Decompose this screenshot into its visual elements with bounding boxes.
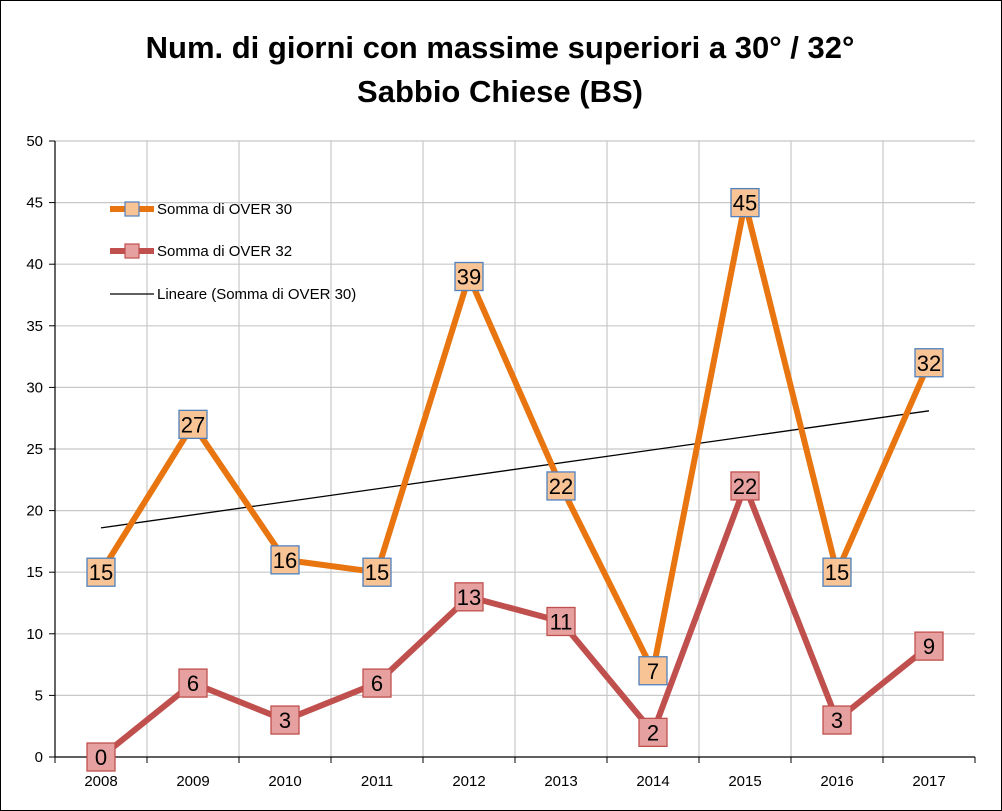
data-label: 13 <box>457 585 481 610</box>
data-point-marker <box>546 606 576 637</box>
data-point-marker <box>822 705 852 735</box>
data-point-marker <box>178 668 208 698</box>
data-point-marker <box>178 409 208 440</box>
x-tick-label: 2012 <box>452 773 485 790</box>
y-tick-label: 35 <box>26 318 43 335</box>
data-label: 15 <box>365 560 389 585</box>
data-label: 11 <box>550 609 573 634</box>
data-point-marker <box>730 471 760 501</box>
data-point-marker <box>914 348 944 378</box>
x-tick-label: 2011 <box>361 773 393 790</box>
data-label: 15 <box>825 560 849 585</box>
data-label: 45 <box>733 191 757 216</box>
data-label: 15 <box>89 560 113 585</box>
data-label: 3 <box>831 708 843 733</box>
data-point-marker <box>454 261 484 292</box>
data-point-marker <box>822 557 852 587</box>
y-tick-label: 30 <box>26 379 43 396</box>
y-tick-label: 40 <box>26 256 43 273</box>
x-tick-label: 2009 <box>176 773 209 790</box>
y-tick-label: 0 <box>35 749 43 766</box>
data-point-marker <box>730 187 760 218</box>
legend-label: Somma di OVER 30 <box>157 201 292 218</box>
data-label: 22 <box>549 474 573 499</box>
data-point-marker <box>86 557 116 587</box>
data-label: 7 <box>647 659 659 684</box>
data-point-marker <box>362 557 392 587</box>
data-label: 2 <box>647 720 659 745</box>
y-tick-label: 5 <box>35 687 43 704</box>
series-line <box>98 199 932 674</box>
data-point-marker <box>270 705 300 735</box>
data-point-marker <box>86 742 116 772</box>
chart-title: Num. di giorni con massime superiori a 3… <box>145 30 855 65</box>
x-tick-label: 2010 <box>268 773 301 790</box>
legend-label: Somma di OVER 32 <box>157 243 292 260</box>
x-tick-label: 2013 <box>544 773 577 790</box>
data-label: 16 <box>273 548 297 573</box>
data-point-marker <box>454 582 484 612</box>
x-tick-label: 2015 <box>728 773 761 790</box>
series-line <box>98 482 932 760</box>
data-label: 6 <box>187 671 199 696</box>
data-point-marker <box>638 656 668 686</box>
data-label: 27 <box>181 412 205 437</box>
chart-subtitle: Sabbio Chiese (BS) <box>357 74 643 109</box>
x-tick-label: 2017 <box>912 773 945 790</box>
y-tick-label: 15 <box>26 564 43 581</box>
y-tick-label: 45 <box>26 195 43 212</box>
data-label: 9 <box>923 634 935 659</box>
data-point-marker <box>914 631 944 661</box>
trendline <box>100 410 930 529</box>
data-label: 22 <box>733 474 757 499</box>
x-tick-label: 2016 <box>820 773 853 790</box>
data-label: 32 <box>917 351 941 376</box>
legend-marker <box>124 201 140 217</box>
data-point-marker <box>362 668 392 698</box>
data-point-marker <box>546 471 576 501</box>
legend-marker <box>124 243 140 259</box>
data-label: 3 <box>279 708 291 733</box>
x-tick-label: 2008 <box>84 773 117 790</box>
legend-label: Lineare (Somma di OVER 30) <box>157 286 356 303</box>
y-tick-label: 50 <box>26 133 43 150</box>
y-tick-label: 20 <box>26 503 43 520</box>
data-point-marker <box>638 717 668 748</box>
data-point-marker <box>270 545 300 575</box>
data-label: 6 <box>371 671 383 696</box>
y-tick-label: 25 <box>26 441 43 458</box>
y-tick-label: 10 <box>26 626 43 643</box>
x-tick-label: 2014 <box>636 773 669 790</box>
data-label: 0 <box>95 745 107 770</box>
data-label: 39 <box>457 265 481 290</box>
